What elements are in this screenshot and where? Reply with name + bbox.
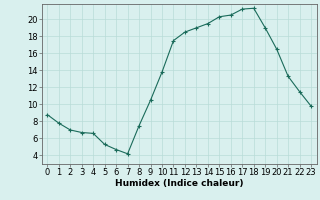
X-axis label: Humidex (Indice chaleur): Humidex (Indice chaleur) <box>115 179 244 188</box>
